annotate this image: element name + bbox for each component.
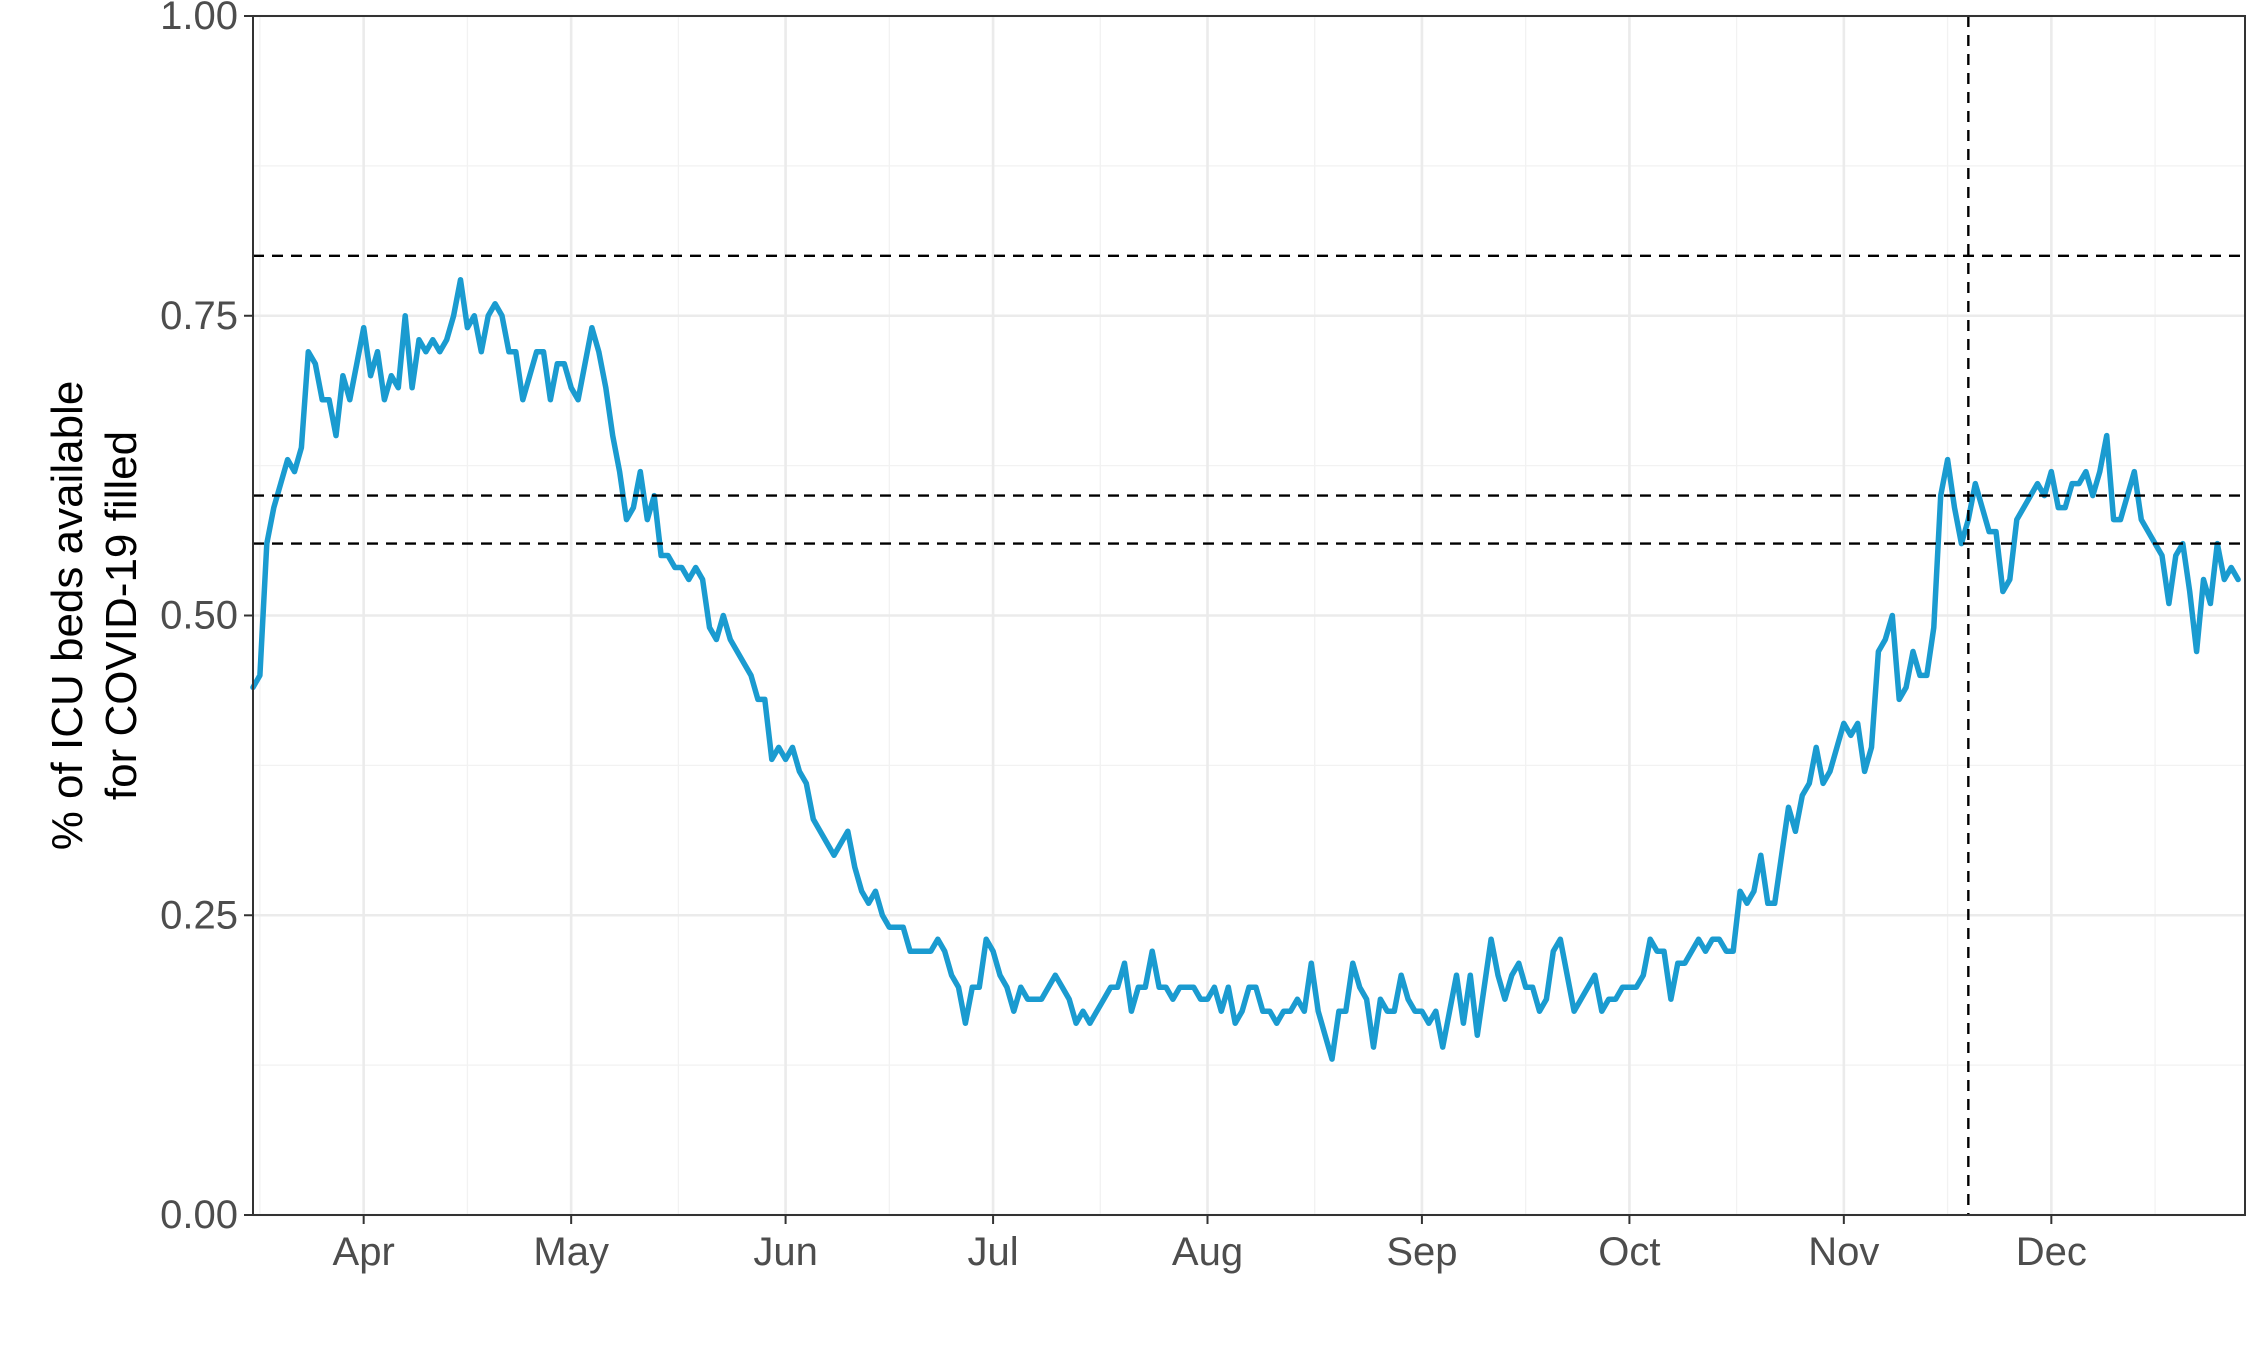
x-tick-label: Apr	[333, 1230, 395, 1274]
y-tick-label: 0.75	[160, 294, 238, 338]
x-tick-label: Jun	[753, 1230, 818, 1274]
x-tick-label: Sep	[1386, 1230, 1457, 1274]
x-tick-label: Oct	[1598, 1230, 1660, 1274]
y-axis-title-text: % of ICU beds available for COVID-19 fill…	[43, 381, 146, 851]
x-axis: Apr May Jun Jul Aug Sep Oct Nov Dec	[333, 1215, 2087, 1274]
x-tick-label: May	[533, 1230, 609, 1274]
y-axis-title-line: for COVID-19 filled	[97, 431, 146, 800]
y-axis: 0.00 0.25 0.50 0.75 1.00	[160, 0, 253, 1237]
x-tick-label: Jul	[968, 1230, 1019, 1274]
series-line-0	[250, 277, 2241, 1062]
y-axis-title-line: % of ICU beds available	[43, 381, 92, 851]
y-axis-title: % of ICU beds available for COVID-19 fill…	[43, 381, 146, 851]
x-tick-label: Nov	[1808, 1230, 1879, 1274]
series-layer	[250, 277, 2241, 1062]
y-tick-label: 0.50	[160, 594, 238, 638]
y-tick-label: 0.25	[160, 893, 238, 937]
x-tick-label: Dec	[2016, 1230, 2087, 1274]
y-tick-label: 0.00	[160, 1193, 238, 1237]
y-tick-label: 1.00	[160, 0, 238, 38]
x-tick-label: Aug	[1172, 1230, 1243, 1274]
reference-lines	[253, 16, 2245, 1215]
